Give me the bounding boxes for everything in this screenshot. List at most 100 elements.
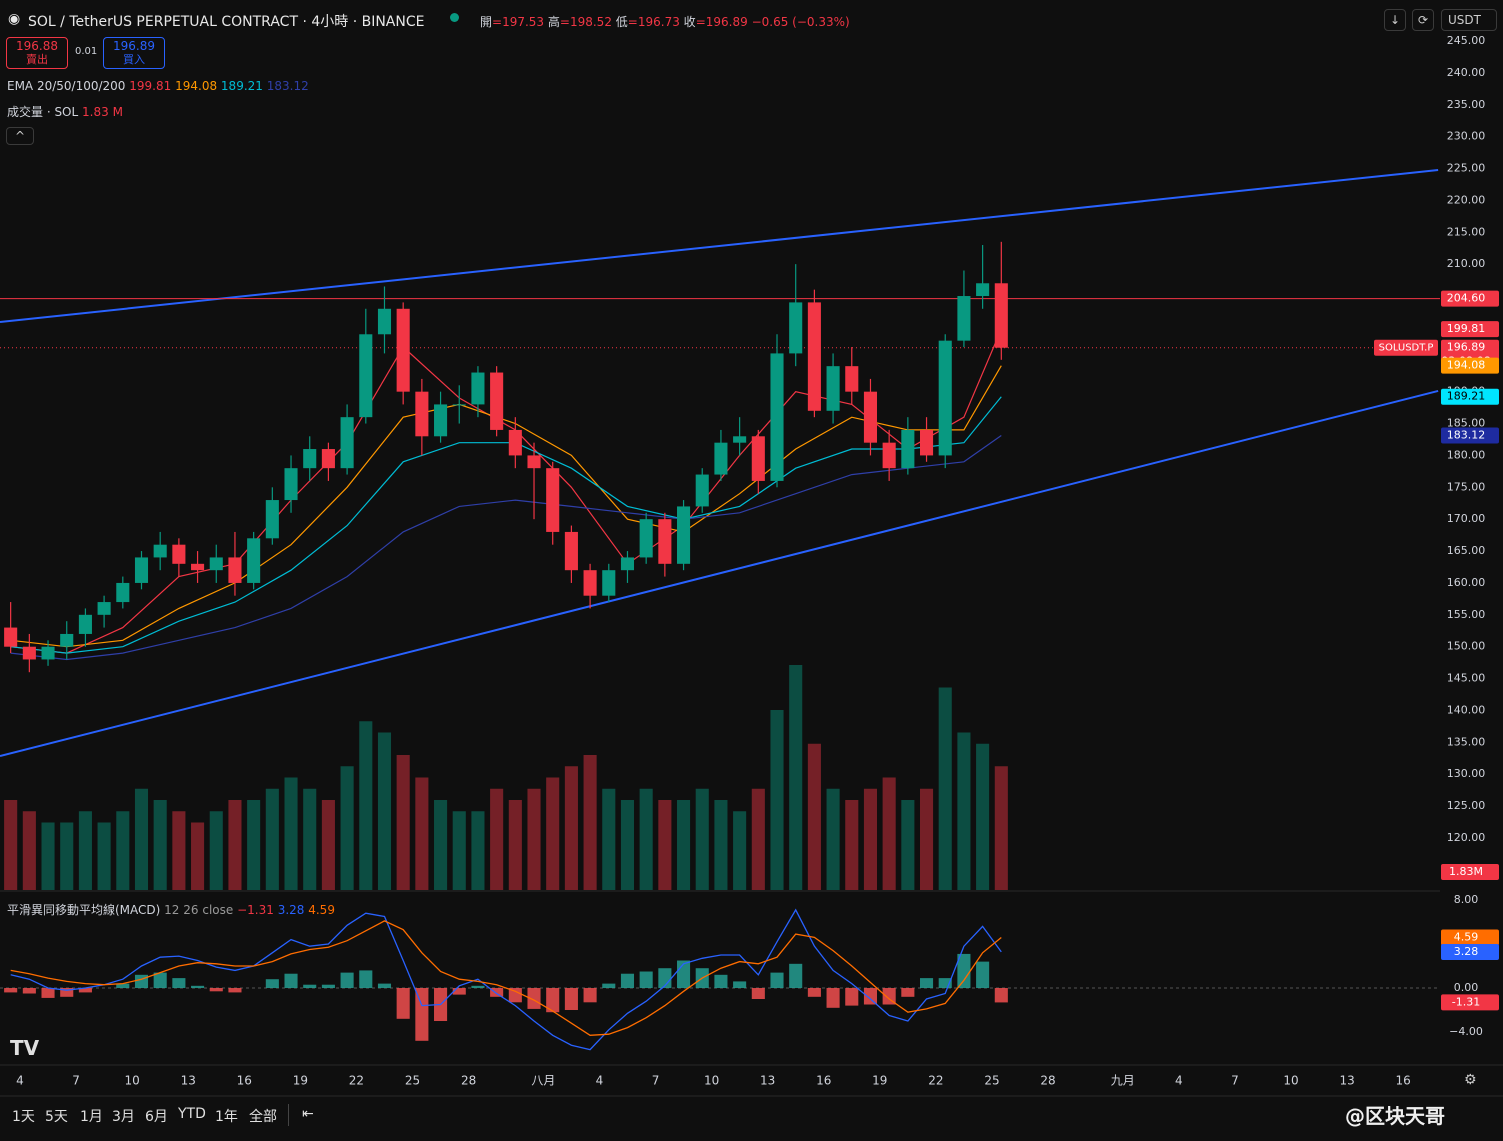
volume-bar: [789, 665, 803, 890]
y-tick-label: 155.00: [1447, 608, 1486, 621]
date-range-button[interactable]: ⇤: [302, 1106, 314, 1122]
macd-histogram-bar: [733, 981, 747, 989]
download-button[interactable]: ↓: [1384, 9, 1406, 31]
x-tick-label: 19: [872, 1074, 887, 1088]
volume-bar: [209, 811, 223, 890]
macd-histogram-bar: [658, 968, 672, 989]
macd-legend: 平滑異同移動平均線(MACD) 12 26 close −1.31 3.28 4…: [7, 901, 335, 918]
macd-label: 平滑異同移動平均線(MACD): [7, 903, 161, 917]
macd-histogram-bar: [602, 983, 616, 989]
candle-body: [714, 442, 728, 475]
volume-bar: [265, 788, 279, 890]
macd-histogram-bar: [191, 985, 205, 989]
x-tick-label: 22: [928, 1074, 943, 1088]
y-tick-label: 175.00: [1447, 480, 1486, 493]
macd-histogram-bar: [882, 988, 896, 1005]
volume-bar: [471, 811, 485, 890]
volume-bar: [620, 800, 635, 890]
macd-histogram-bar: [583, 988, 597, 1003]
y-tick-label: 220.00: [1447, 193, 1486, 206]
currency-select[interactable]: USDT: [1441, 9, 1497, 31]
volume-bar: [78, 811, 92, 890]
volume-bar: [920, 788, 934, 890]
volume-bar: [938, 687, 952, 890]
range-button[interactable]: 1年: [215, 1109, 238, 1125]
range-button[interactable]: 5天: [45, 1109, 68, 1125]
y-tick-label: 185.00: [1447, 417, 1486, 430]
candle-body: [172, 544, 186, 564]
volume-bar: [22, 811, 36, 890]
volume-tag-label: 1.83M: [1449, 865, 1483, 878]
candle-body: [677, 506, 691, 564]
volume-label: 成交量 · SOL: [7, 105, 79, 119]
range-button[interactable]: 6月: [145, 1109, 168, 1125]
x-tick-label: 13: [1339, 1074, 1354, 1088]
x-tick-label: 16: [816, 1074, 831, 1088]
y-tick-label: 215.00: [1447, 225, 1486, 238]
volume-bar: [677, 800, 691, 890]
candle-body: [733, 436, 747, 443]
candle-body: [415, 391, 429, 437]
volume-legend: 成交量 · SOL 1.83 M: [7, 103, 123, 120]
volume-bar: [602, 788, 616, 890]
candle-body: [957, 296, 971, 341]
volume-bar: [153, 800, 167, 890]
candle-body: [639, 519, 653, 558]
candle-body: [247, 538, 261, 583]
macd-value: 3.28: [277, 903, 305, 917]
spread: 0.01: [75, 46, 98, 57]
volume-bar: [134, 788, 149, 890]
candle-body: [434, 404, 448, 437]
x-tick-label: 16: [237, 1074, 252, 1088]
candle-body: [377, 308, 392, 335]
price-tag: [1441, 994, 1499, 1011]
price-tag: [1441, 357, 1499, 374]
y-tick-label: 130.00: [1447, 767, 1486, 780]
buy-button[interactable]: 196.89 買入: [103, 37, 165, 69]
price-tag-label: 183.12: [1447, 429, 1486, 442]
market-status: [450, 13, 459, 22]
price-tag-label: 196.89: [1447, 341, 1486, 354]
sell-button[interactable]: 196.88 賣出: [6, 37, 68, 69]
price-tag-label: 199.81: [1447, 322, 1486, 335]
candle-body: [153, 544, 167, 558]
price-tag-label: 204.60: [1447, 292, 1486, 305]
signal-line: [10, 920, 1002, 1036]
x-tick-label: 25: [984, 1074, 999, 1088]
macd-histogram-bar: [546, 988, 560, 1013]
macd-histogram-bar: [172, 978, 186, 989]
price-tag-label: 3.28: [1454, 945, 1479, 958]
candle-body: [321, 449, 335, 469]
range-button[interactable]: 1天: [12, 1109, 35, 1125]
macd-histogram-bar: [957, 953, 971, 989]
range-button[interactable]: YTD: [178, 1106, 206, 1122]
ohlc-legend: 開=197.53 高=198.52 低=196.73 收=196.89 −0.6…: [480, 13, 850, 30]
y-tick-label: 230.00: [1447, 130, 1486, 143]
volume-bar: [172, 811, 186, 890]
candle-body: [695, 474, 709, 507]
macd-histogram-bar: [377, 983, 392, 989]
settings-icon[interactable]: ⚙: [1464, 1072, 1477, 1088]
x-tick-label: 13: [760, 1074, 775, 1088]
x-tick-label: 28: [461, 1074, 476, 1088]
range-button[interactable]: 全部: [249, 1109, 277, 1125]
volume-bar: [770, 710, 784, 890]
volume-bar: [340, 766, 354, 890]
candle-body: [78, 614, 92, 634]
candle-body: [920, 429, 934, 456]
watermark: @区块天哥: [1345, 1104, 1445, 1128]
collapse-button[interactable]: ^: [6, 127, 34, 145]
symbol-tag-label: SOLUSDT.P: [1379, 343, 1434, 354]
x-tick-label: 4: [16, 1074, 24, 1088]
refresh-button[interactable]: ⟳: [1412, 9, 1434, 31]
ema-label: EMA 20/50/100/200: [7, 79, 126, 93]
macd-histogram-bar: [994, 988, 1008, 1003]
range-button[interactable]: 3月: [112, 1109, 135, 1125]
candle-body: [191, 563, 205, 571]
range-button[interactable]: 1月: [80, 1109, 103, 1125]
candle-body: [303, 449, 317, 469]
macd-histogram-bar: [901, 988, 915, 997]
y-tick-label: 180.00: [1447, 448, 1486, 461]
